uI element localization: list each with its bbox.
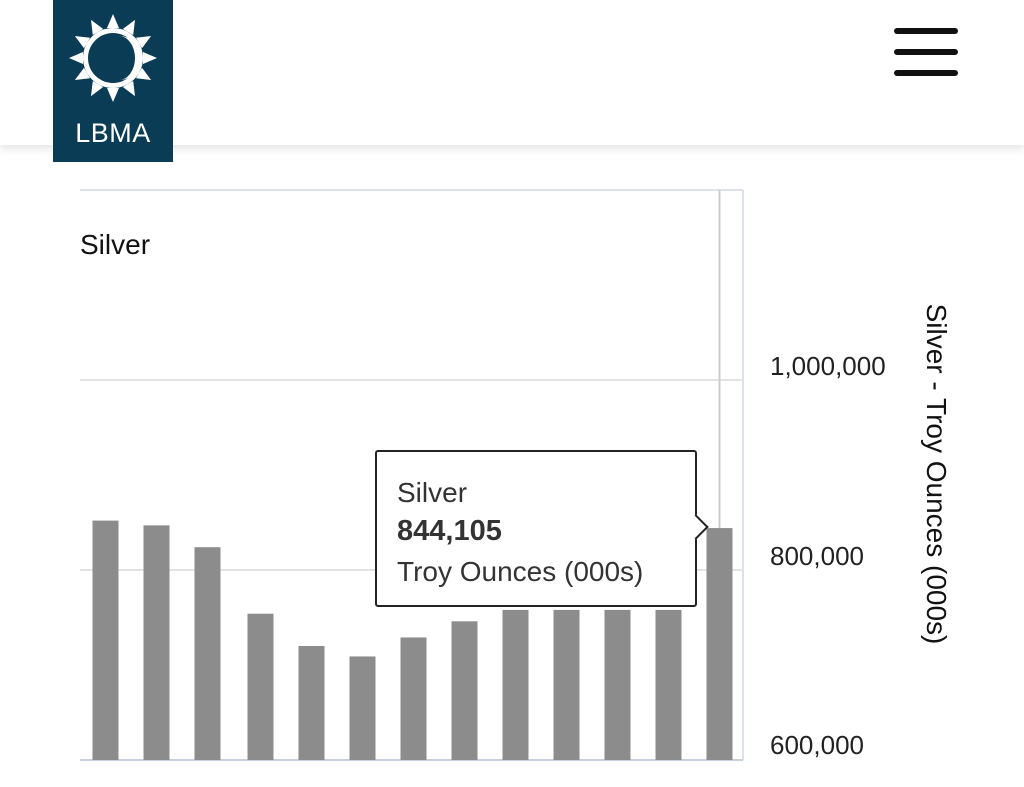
chart-bar[interactable] — [247, 613, 274, 760]
chart-bar[interactable] — [604, 609, 631, 760]
chart-bar[interactable] — [349, 656, 376, 760]
y-axis-label: Silver - Troy Ounces (000s) — [921, 304, 952, 645]
chart-bar[interactable] — [298, 646, 325, 760]
y-tick-label: 1,000,000 — [770, 351, 886, 381]
chart-bar[interactable] — [143, 525, 170, 760]
sun-moon-logo-icon — [69, 14, 157, 102]
chart-bar[interactable] — [502, 609, 529, 760]
tooltip-series: Silver — [397, 477, 468, 508]
chart-bar[interactable] — [706, 528, 733, 760]
chart-bar[interactable] — [92, 520, 119, 760]
logo-text: LBMA — [75, 118, 151, 148]
hamburger-menu-icon[interactable] — [892, 26, 960, 82]
tooltip-unit: Troy Ounces (000s) — [397, 556, 644, 587]
tooltip-value: 844,105 — [397, 515, 502, 547]
chart-bar[interactable] — [400, 637, 427, 760]
chart-bar[interactable] — [451, 621, 478, 760]
y-tick-label: 600,000 — [770, 730, 864, 760]
chart-bar[interactable] — [553, 609, 580, 760]
chart-bar[interactable] — [194, 547, 221, 760]
chart-bar[interactable] — [655, 609, 682, 760]
y-tick-label: 800,000 — [770, 541, 864, 571]
lbma-logo[interactable]: LBMA — [53, 0, 173, 162]
chart-title: Silver — [80, 229, 150, 260]
chart-tooltip: Silver 844,105 Troy Ounces (000s) — [375, 450, 697, 607]
